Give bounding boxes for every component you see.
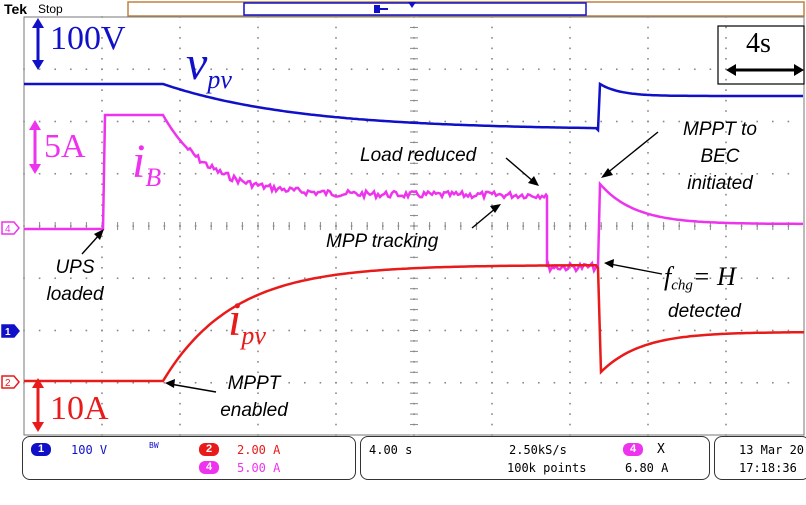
- scale-arrow-10a: [32, 378, 44, 432]
- ib-waveform: [24, 113, 803, 275]
- vpv-label: vpv: [186, 37, 232, 95]
- ipv-label: ipv: [228, 293, 266, 351]
- annotation-load-reduced: Load reduced: [360, 145, 477, 166]
- ch2-marker[interactable]: 2: [1, 375, 20, 389]
- ipv-waveform: [24, 263, 804, 383]
- annotation-mppt-enabled: MPPT enabled: [220, 373, 288, 421]
- ch1-scale: 100 V: [71, 443, 108, 457]
- date-label: 13 Mar 20: [739, 443, 805, 457]
- annotation-fchg-h: fchg= H: [664, 262, 736, 294]
- ch1-marker[interactable]: 1: [1, 324, 20, 338]
- svg-text:4: 4: [5, 224, 11, 235]
- time-scale-box: [717, 25, 805, 85]
- scale-label-5a: 5A: [44, 128, 86, 165]
- svg-text:2: 2: [5, 378, 11, 389]
- ch1-chip: 1: [31, 443, 51, 456]
- datetime-panel: 13 Mar 20 17:18:36: [714, 436, 806, 480]
- scale-arrow-5a: [29, 120, 41, 174]
- sample-rate: 2.50kS/s: [509, 443, 567, 457]
- acquisition-status: Stop: [38, 2, 63, 16]
- annotation-arrows: [81, 131, 663, 393]
- scale-label-10a: 10A: [50, 390, 109, 427]
- svg-text:1: 1: [5, 327, 11, 338]
- scale-arrow-100v: [32, 18, 44, 70]
- annotation-detected: detected: [668, 301, 741, 322]
- scale-label-100v: 100V: [50, 20, 126, 57]
- trigger-position-marker[interactable]: [374, 5, 380, 13]
- brand-label: Tek: [4, 1, 28, 17]
- timebase-trigger-panel[interactable]: 4.00 s 2.50kS/s 100k points 4 X 6.80 A: [360, 436, 710, 480]
- record-length: 100k points: [507, 461, 587, 475]
- time-scale-arrow: [726, 64, 804, 76]
- graticule-grid: [23, 16, 790, 436]
- trigger-level: 6.80 A: [625, 461, 669, 475]
- channel-settings-panel[interactable]: 1 100 V BW 2 2.00 A 4 5.00 A: [22, 436, 356, 480]
- annotation-mppt-to-bec: MPPT to BEC initiated: [683, 119, 757, 194]
- ch4-chip: 4: [199, 461, 219, 474]
- annotation-mpp-tracking: MPP tracking: [326, 231, 439, 252]
- ch4-marker[interactable]: 4: [1, 221, 20, 235]
- trigger-point-icon: [408, 2, 416, 8]
- record-view-window[interactable]: [243, 2, 587, 16]
- time-label: 17:18:36: [739, 461, 797, 475]
- ch4-scale: 5.00 A: [237, 461, 281, 475]
- time-per-div: 4.00 s: [369, 443, 413, 457]
- ib-label: iB: [132, 135, 162, 193]
- time-scale-label: 4s: [746, 28, 771, 59]
- bandwidth-limit-icon: BW: [149, 441, 159, 450]
- annotation-ups-loaded: UPS loaded: [46, 257, 104, 305]
- ch2-chip: 2: [199, 443, 219, 456]
- trigger-source-chip: 4: [623, 443, 643, 456]
- trigger-slope-icon: X: [657, 442, 665, 457]
- ch2-scale: 2.00 A: [237, 443, 281, 457]
- vpv-waveform: [24, 81, 803, 133]
